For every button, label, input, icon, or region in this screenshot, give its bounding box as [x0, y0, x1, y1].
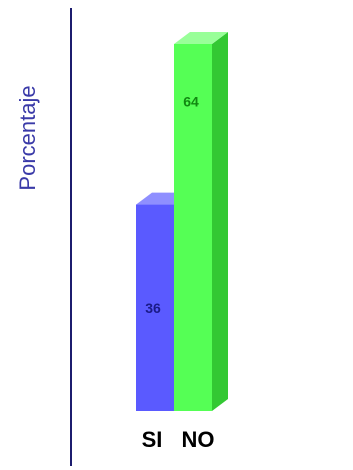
- x-tick-label-no: NO: [182, 427, 215, 452]
- data-label-si: 36: [145, 300, 161, 316]
- bar-no-side: [212, 32, 228, 411]
- bar-si: [136, 204, 174, 411]
- bar-no: [174, 44, 212, 411]
- bars-group: 36 SI 64 NO: [136, 32, 228, 452]
- data-label-no: 64: [183, 94, 199, 110]
- x-tick-label-si: SI: [142, 427, 163, 452]
- bar-no-top: [174, 32, 228, 44]
